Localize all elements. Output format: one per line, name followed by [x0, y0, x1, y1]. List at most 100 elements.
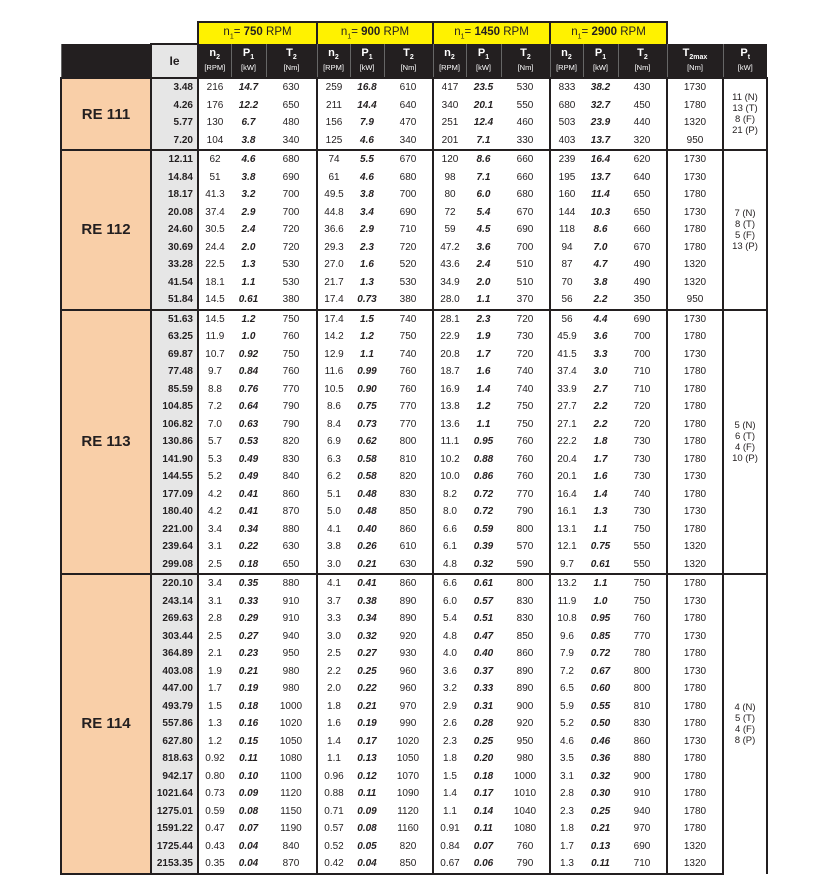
p1-cell: 0.25	[473, 735, 494, 747]
t2-cell: 720	[633, 418, 651, 430]
p1-cell: 8.6	[466, 149, 501, 169]
n2-cell: 11.6	[316, 363, 350, 381]
p1-cell: 5.4	[476, 206, 491, 218]
t2-cell: 910	[282, 613, 300, 625]
p1-cell: 0.86	[473, 471, 494, 483]
t2-cell: 690	[282, 171, 300, 183]
n2-cell: 0.57	[316, 820, 350, 838]
table-row: 942.17 0.80 0.10 1100 0.96 0.12 1070 1.5 0.18 100…	[61, 767, 767, 785]
t2max-cell: 1730	[666, 662, 724, 680]
header-symbol: n	[561, 46, 568, 59]
t2-cell: 790	[501, 855, 550, 875]
p1-cell: 0.07	[473, 840, 494, 852]
ie-cell: 4.26	[150, 96, 199, 114]
t2max-cell: 1780	[666, 328, 724, 346]
p1-cell: 1.3	[593, 506, 608, 518]
n2-cell: 1.5	[197, 697, 231, 715]
n2-cell: 10.0	[432, 468, 466, 486]
header-unit: [RPM]	[439, 63, 460, 73]
table-row: 177.09 4.2 0.41 860 5.1 0.48 830 8.2 0.72 770 16.4…	[61, 485, 767, 503]
n2-cell: 0.35	[197, 855, 231, 875]
t2-cell: 530	[501, 77, 550, 97]
t2max-header: T2max [Nm]	[666, 44, 723, 78]
t2max-cell: 950	[666, 291, 724, 311]
p1-cell: 0.29	[238, 613, 259, 625]
t2-header: T2 [Nm]	[265, 44, 317, 78]
n2-cell: 11.9	[549, 592, 583, 610]
p1-cell: 0.07	[238, 823, 259, 835]
p1-cell: 0.13	[357, 753, 377, 765]
table-row: 557.86 1.3 0.16 1020 1.6 0.19 990 2.6 0.28 920 5.2…	[61, 715, 767, 733]
p1-cell: 4.7	[593, 259, 608, 271]
t2max-cell: 1780	[666, 750, 724, 768]
n2-cell: 4.0	[432, 645, 466, 663]
p1-cell: 0.18	[238, 700, 259, 712]
p1-cell: 3.8	[241, 171, 256, 183]
t2-cell: 700	[516, 241, 534, 253]
p1-cell: 13.7	[583, 131, 618, 151]
t2-cell: 800	[633, 683, 651, 695]
p1-cell: 4.6	[231, 149, 266, 169]
pt-cell: 4 (N) 5 (T) 4 (F) 8 (P)	[723, 573, 768, 874]
n2-cell: 417	[432, 77, 466, 97]
n2-cell: 8.4	[316, 415, 350, 433]
header-subscript: 2	[216, 54, 221, 62]
n2-cell: 0.71	[316, 802, 350, 820]
p1-cell: 0.50	[590, 718, 611, 730]
n2-cell: 9.7	[549, 555, 583, 575]
t2-cell: 850	[516, 630, 534, 642]
t2-cell: 1150	[280, 805, 302, 817]
t2-cell: 700	[633, 331, 651, 343]
p1-cell: 0.33	[238, 595, 259, 607]
performance-table: n1= 750 RPM n1= 900 RPM n1= 1450 RPM n1= 29…	[60, 21, 768, 875]
n2-cell: 13.1	[549, 520, 583, 538]
ie-cell: 220.10	[150, 573, 199, 593]
p1-cell: 4.5	[476, 224, 491, 236]
n2-cell: 2.3	[549, 802, 583, 820]
n2-cell: 16.1	[549, 503, 583, 521]
p1-cell: 3.8	[360, 189, 374, 201]
n2-cell: 118	[549, 221, 583, 239]
p1-cell: 7.9	[360, 117, 374, 129]
t2-cell: 660	[516, 171, 534, 183]
t2-cell: 630	[282, 541, 300, 553]
n2-cell: 10.2	[432, 450, 466, 468]
n2-cell: 29.3	[316, 238, 350, 256]
n2-cell: 0.91	[432, 820, 466, 838]
p1-cell: 0.27	[357, 648, 377, 660]
p1-cell: 0.55	[590, 700, 611, 712]
n2-cell: 104	[197, 131, 231, 151]
t2-cell: 890	[399, 595, 417, 607]
p1-cell: 2.2	[593, 418, 608, 430]
ie-cell: 3.48	[150, 77, 199, 97]
p1-cell: 2.9	[360, 224, 374, 236]
p1-cell: 1.9	[476, 331, 491, 343]
n2-cell: 8.0	[432, 503, 466, 521]
t2-cell: 770	[399, 401, 417, 413]
t2-cell: 610	[399, 541, 417, 553]
t2-cell: 870	[282, 506, 300, 518]
table-row: 51.84 14.5 0.61 380 17.4 0.73 380 28.0 1.1 370 56 2…	[61, 291, 767, 311]
n2-cell: 98	[432, 168, 466, 186]
p1-cell: 3.6	[593, 331, 608, 343]
p1-cell: 0.48	[357, 506, 377, 518]
n2-cell: 160	[549, 186, 583, 204]
p1-cell: 0.30	[590, 788, 611, 800]
n2-cell: 10.7	[197, 345, 231, 363]
pt-header: Pt [kW]	[722, 44, 767, 78]
header-unit: [Nm]	[687, 63, 703, 73]
header-symbol: T	[520, 46, 527, 59]
n2-cell: 503	[549, 114, 583, 132]
t2-cell: 700	[282, 189, 300, 201]
t2max-cell: 1320	[666, 114, 724, 132]
t2max-cell: 1780	[666, 186, 724, 204]
t2-cell: 930	[399, 648, 417, 660]
ie-header: Ie	[150, 43, 199, 79]
n2-cell: 0.80	[197, 767, 231, 785]
t2-cell: 630	[266, 77, 317, 97]
n2-cell: 5.2	[197, 468, 231, 486]
t2max-cell: 1780	[666, 802, 724, 820]
header-subscript: 2max	[689, 54, 708, 62]
table-row: 818.63 0.92 0.11 1080 1.1 0.13 1050 1.8 0.20 980 3…	[61, 750, 767, 768]
rpm-header-row: n1= 750 RPM n1= 900 RPM n1= 1450 RPM n1= 29…	[61, 21, 767, 44]
